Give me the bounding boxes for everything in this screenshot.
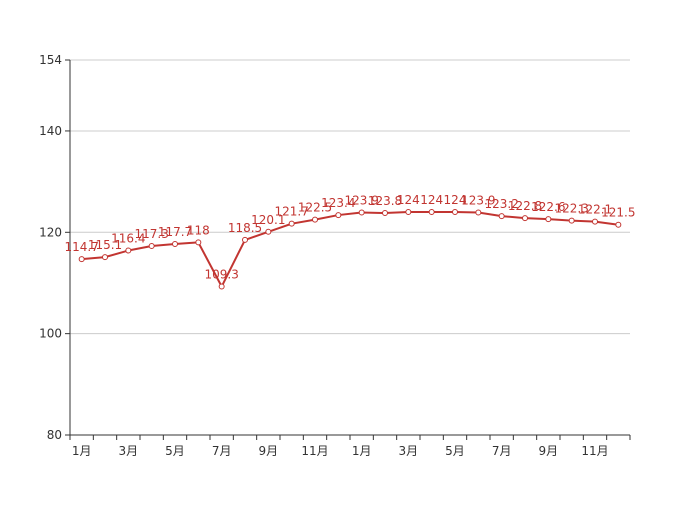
y-tick-label: 120: [39, 225, 62, 239]
x-tick-label: 9月: [259, 444, 279, 458]
data-label: 123.9: [344, 194, 378, 208]
x-tick-label: 3月: [399, 444, 419, 458]
data-label: 124: [397, 193, 420, 207]
x-tick-label: 7月: [492, 444, 512, 458]
data-label: 121.7: [274, 205, 308, 219]
series-layer: [78, 209, 622, 290]
data-label: 122.6: [531, 200, 565, 214]
x-tick-label: 5月: [445, 444, 465, 458]
x-tick-label: 3月: [119, 444, 139, 458]
data-label: 117.7: [158, 225, 192, 239]
data-label: 120.1: [251, 213, 285, 227]
data-point[interactable]: [382, 210, 388, 217]
data-label: 117.3: [134, 227, 168, 241]
data-label: 124: [420, 193, 443, 207]
series-line: [81, 211, 619, 288]
data-label: 109.3: [204, 268, 238, 282]
data-point[interactable]: [195, 239, 202, 246]
data-point[interactable]: [102, 254, 108, 261]
data-label: 123.4: [321, 196, 355, 210]
data-point[interactable]: [335, 212, 342, 219]
data-point[interactable]: [498, 213, 505, 220]
data-point[interactable]: [172, 240, 178, 247]
x-tick-label: 1月: [72, 444, 92, 458]
data-label: 116.4: [111, 232, 145, 246]
data-label: 124: [444, 193, 467, 207]
x-tick-label: 11月: [581, 444, 608, 458]
data-point[interactable]: [312, 216, 318, 223]
data-point[interactable]: [452, 209, 458, 216]
data-label: 123.8: [368, 194, 402, 208]
data-point[interactable]: [288, 220, 295, 227]
axes: 80 100 120 140 154 1月 3月 5月 7月 9月 11月 1月 3月 5月 7月 9月 11月: [39, 53, 631, 458]
y-tick-label: 154: [39, 53, 62, 67]
y-tick-label: 100: [39, 327, 62, 341]
data-label: 121.5: [601, 206, 635, 220]
data-point[interactable]: [265, 228, 272, 235]
data-labels: 114.7115.1116.4117.3117.7118109.3118.512…: [64, 193, 635, 281]
data-point[interactable]: [615, 221, 622, 228]
x-tick-label: 5月: [165, 444, 185, 458]
data-point[interactable]: [405, 209, 412, 216]
data-label: 115.1: [88, 238, 122, 252]
data-point[interactable]: [568, 217, 575, 224]
data-point[interactable]: [218, 283, 225, 290]
data-point[interactable]: [78, 256, 85, 263]
data-label: 122.3: [554, 202, 588, 216]
data-point[interactable]: [242, 236, 248, 243]
data-point[interactable]: [428, 209, 435, 216]
data-label: 123.9: [461, 194, 495, 208]
data-label: 118: [187, 223, 210, 237]
data-label: 123.2: [484, 197, 518, 211]
x-tick-label: 9月: [539, 444, 559, 458]
data-point[interactable]: [545, 216, 552, 223]
data-label: 122.1: [578, 203, 612, 217]
x-tick-label: 11月: [301, 444, 328, 458]
data-point[interactable]: [148, 242, 155, 249]
data-label: 114.7: [64, 240, 98, 254]
data-label: 122.8: [508, 199, 542, 213]
data-point[interactable]: [125, 247, 132, 254]
data-point[interactable]: [358, 209, 365, 216]
x-tick-label: 7月: [212, 444, 232, 458]
y-tick-label: 140: [39, 124, 62, 138]
data-point[interactable]: [592, 218, 598, 225]
y-tick-label: 80: [47, 428, 62, 442]
data-point[interactable]: [522, 215, 528, 222]
data-label: 118.5: [228, 221, 262, 235]
x-tick-label: 1月: [352, 444, 372, 458]
data-label: 122.5: [298, 201, 332, 215]
data-point[interactable]: [475, 209, 482, 216]
